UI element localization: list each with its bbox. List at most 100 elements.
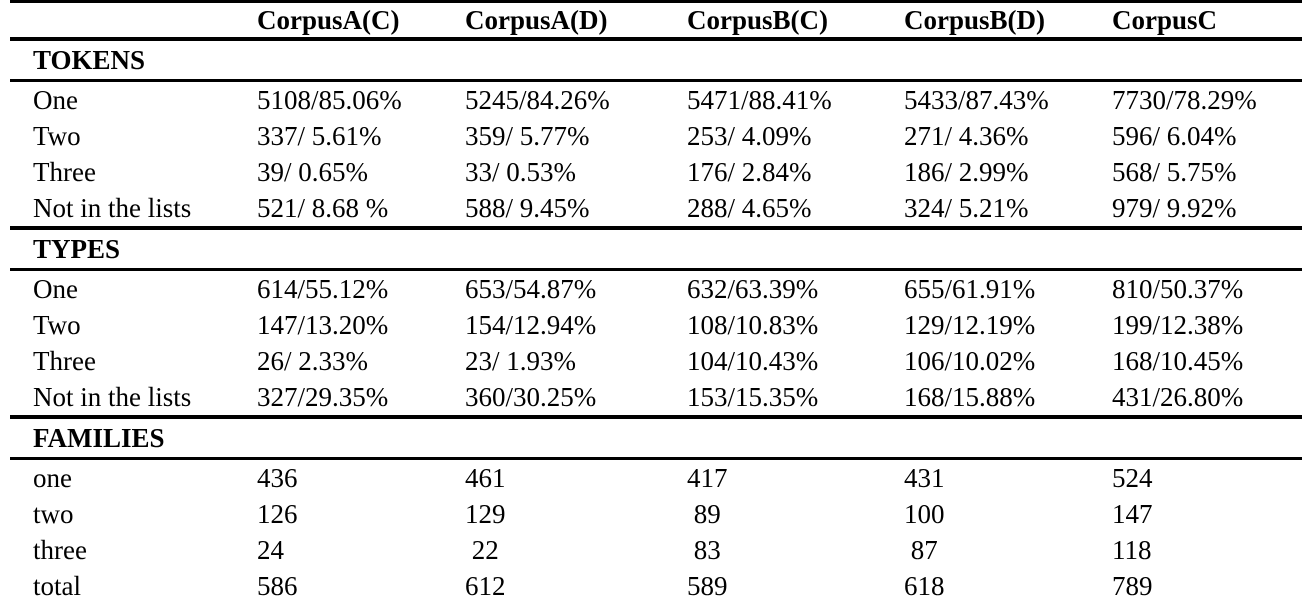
row-label: Two [33,309,81,340]
table-cell: 431/26.80% [1112,381,1244,412]
table-cell: 614/55.12% [257,273,389,304]
table-cell: 979/ 9.92% [1112,192,1237,223]
table-cell: 176/ 2.84% [687,156,812,187]
row-label: Not in the lists [33,192,192,223]
row-label: Not in the lists [33,381,192,412]
table-row: total 586 612 589 618 789 [10,568,1302,597]
table-row: three 24 22 83 87 118 [10,532,1302,568]
table-cell: 24 [257,534,284,565]
table-cell: 596/ 6.04% [1112,120,1237,151]
section-header-row: FAMILIES [10,417,1302,459]
table-cell: 83 [687,534,721,565]
table-cell: 87 [904,534,938,565]
table-cell: 5108/85.06% [257,84,402,115]
table-row: Not in the lists 327/29.35% 360/30.25% 153/… [10,379,1302,417]
table-cell: 108/10.83% [687,309,819,340]
table-cell: 568/ 5.75% [1112,156,1237,187]
table-header: CorpusA(C) CorpusA(D) CorpusB(C) CorpusB(D)… [10,1,1302,40]
table-cell: 199/12.38% [1112,309,1244,340]
table-cell: 153/15.35% [687,381,819,412]
table-cell: 359/ 5.77% [465,120,590,151]
table-cell: 7730/78.29% [1112,84,1257,115]
table-cell: 327/29.35% [257,381,389,412]
table-cell: 324/ 5.21% [904,192,1029,223]
table-cell: 618 [904,570,945,597]
row-label: one [33,462,72,493]
header-cell-empty [10,2,257,40]
table-cell: 129 [465,498,506,529]
column-header: CorpusC [1112,4,1218,35]
table-row: Two 337/ 5.61% 359/ 5.77% 253/ 4.09% 271/ 4.… [10,118,1302,154]
table-cell: 431 [904,462,945,493]
header-row: CorpusA(C) CorpusA(D) CorpusB(C) CorpusB(D)… [10,1,1302,40]
table-cell: 168/10.45% [1112,345,1244,376]
table-cell: 789 [1112,570,1153,597]
table-row: one 436 461 417 431 524 [10,459,1302,497]
table-cell: 5245/84.26% [465,84,610,115]
table-row: Three 26/ 2.33% 23/ 1.93% 104/10.43% 106/10.… [10,343,1302,379]
table-cell: 26/ 2.33% [257,345,368,376]
section-title: TYPES [33,233,121,264]
table-cell: 655/61.91% [904,273,1036,304]
corpus-statistics-table: CorpusA(C) CorpusA(D) CorpusB(C) CorpusB(D)… [10,0,1302,597]
column-header: CorpusB(C) [687,4,829,35]
section-header-row: TOKENS [10,39,1302,81]
table-row: Two 147/13.20% 154/12.94% 108/10.83% 129/12.… [10,307,1302,343]
section-header-row: TYPES [10,228,1302,270]
table-cell: 436 [257,462,298,493]
table-cell: 524 [1112,462,1153,493]
table-cell: 118 [1112,534,1152,565]
table-cell: 23/ 1.93% [465,345,576,376]
table-cell: 89 [687,498,721,529]
table-cell: 129/12.19% [904,309,1036,340]
table-cell: 360/30.25% [465,381,597,412]
table-cell: 106/10.02% [904,345,1036,376]
row-label: total [33,570,81,597]
table-cell: 337/ 5.61% [257,120,382,151]
table-cell: 39/ 0.65% [257,156,368,187]
column-header: CorpusB(D) [904,4,1046,35]
table-row: One 614/55.12% 653/54.87% 632/63.39% 655/61.… [10,270,1302,308]
table-cell: 653/54.87% [465,273,597,304]
row-label: Three [33,345,96,376]
table-cell: 632/63.39% [687,273,819,304]
table-cell: 417 [687,462,728,493]
table-cell: 588/ 9.45% [465,192,590,223]
row-label: One [33,273,78,304]
table-cell: 147/13.20% [257,309,389,340]
table-cell: 612 [465,570,506,597]
table-cell: 461 [465,462,506,493]
column-header: CorpusA(D) [465,4,608,35]
table-cell: 104/10.43% [687,345,819,376]
table-row: Three 39/ 0.65% 33/ 0.53% 176/ 2.84% 186/ 2.… [10,154,1302,190]
table-cell: 586 [257,570,298,597]
table-cell: 100 [904,498,945,529]
table-cell: 186/ 2.99% [904,156,1029,187]
table-cell: 168/15.88% [904,381,1036,412]
table-cell: 22 [465,534,499,565]
section-title: FAMILIES [33,422,165,453]
table-row: One 5108/85.06% 5245/84.26% 5471/88.41% 5433… [10,81,1302,119]
table-cell: 5433/87.43% [904,84,1049,115]
row-label: three [33,534,87,565]
section-title: TOKENS [33,44,146,75]
row-label: One [33,84,78,115]
table-cell: 521/ 8.68 % [257,192,389,223]
table-cell: 147 [1112,498,1153,529]
table-cell: 810/50.37% [1112,273,1244,304]
row-label: two [33,498,74,529]
table-row: Not in the lists 521/ 8.68 % 588/ 9.45% 288… [10,190,1302,228]
table-cell: 154/12.94% [465,309,597,340]
table-cell: 33/ 0.53% [465,156,576,187]
table-cell: 253/ 4.09% [687,120,812,151]
table-cell: 5471/88.41% [687,84,832,115]
table-cell: 271/ 4.36% [904,120,1029,151]
table-cell: 288/ 4.65% [687,192,812,223]
table-row: two 126 129 89 100 147 [10,496,1302,532]
table-body: TOKENS One 5108/85.06% 5245/84.26% 5471/88.4… [10,39,1302,597]
table-cell: 126 [257,498,298,529]
row-label: Two [33,120,81,151]
column-header: CorpusA(C) [257,4,400,35]
row-label: Three [33,156,96,187]
table-cell: 589 [687,570,728,597]
